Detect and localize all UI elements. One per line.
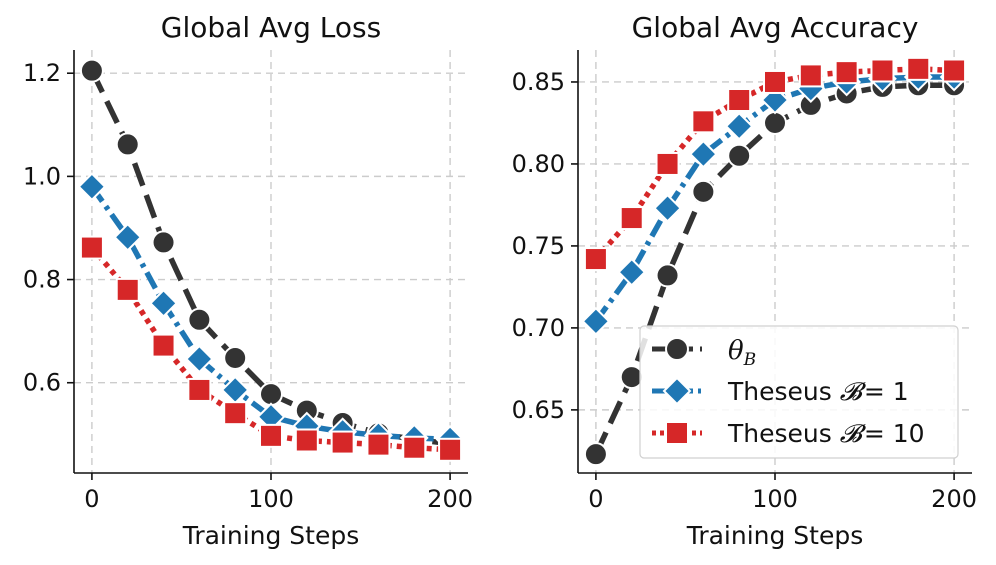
loss-series-1 (77, 172, 465, 454)
accuracy-series-0-point-4 (727, 143, 752, 168)
loss-series-1-point-1 (113, 222, 143, 252)
loss-series-2-point-3 (187, 377, 212, 402)
legend-entry-theta: θB (652, 336, 756, 370)
loss-series (77, 58, 465, 462)
legend-entry-theseus-1: Theseus 𝓑= 1 (652, 376, 909, 406)
accuracy-series-0-point-5 (763, 110, 787, 135)
legend-marker-square (665, 421, 689, 445)
accuracy-series-2-point-4 (727, 88, 752, 113)
loss-series-0-point-3 (187, 307, 212, 332)
loss-series-2-point-4 (223, 401, 248, 426)
loss-series-2 (79, 235, 463, 462)
accuracy-y-tick-label-0.70: 0.70 (512, 314, 565, 342)
loss-series-2-point-9 (402, 435, 427, 460)
accuracy-x-tick-label-200: 200 (931, 485, 977, 513)
loss-x-tick-label-100: 100 (248, 485, 294, 513)
loss-series-0-point-4 (223, 345, 248, 370)
loss-series-2-point-10 (438, 437, 463, 462)
loss-series-2-point-8 (366, 432, 391, 457)
legend-equals-10: = 10 (864, 419, 925, 448)
loss-series-2-point-0 (79, 235, 104, 260)
loss-y-tick-label-0.8: 0.8 (23, 266, 61, 294)
accuracy-series-0-point-0 (583, 442, 608, 467)
accuracy-series (581, 56, 969, 467)
loss-series-2-point-7 (330, 430, 355, 455)
loss-series-0-point-1 (115, 132, 140, 157)
accuracy-series-2-point-6 (798, 63, 823, 88)
legend-theta-subscript: B (743, 350, 757, 370)
legend-theseus-word-10: Theseus (727, 419, 832, 448)
accuracy-series-2-point-5 (763, 69, 787, 94)
accuracy-series-2-point-3 (691, 109, 716, 134)
legend-theta-symbol: θ (728, 336, 744, 366)
accuracy-series-1-point-4 (724, 111, 754, 141)
loss-axes: 0 100 200 0.6 0.8 1.0 1.2 (23, 50, 473, 513)
loss-series-2-point-6 (294, 428, 319, 453)
accuracy-chart-title: Global Avg Accuracy (632, 11, 919, 44)
accuracy-series-2-point-1 (619, 206, 644, 231)
accuracy-series-0 (583, 73, 967, 467)
loss-series-0-point-5 (259, 382, 283, 407)
legend: θB Theseus 𝓑= 1 Theseus 𝓑= 10 (639, 325, 959, 459)
loss-series-0-point-2 (151, 230, 176, 255)
accuracy-series-2-point-7 (834, 60, 859, 85)
legend-entry-theseus-10: Theseus 𝓑= 10 (652, 419, 925, 448)
accuracy-series-1-point-0 (581, 306, 611, 336)
loss-panel: Global Avg Loss 0 100 200 0.6 0.8 1.0 1.2 Trai… (23, 11, 473, 550)
loss-chart-title: Global Avg Loss (161, 11, 381, 44)
loss-series-2-point-2 (151, 333, 176, 358)
accuracy-x-axis-label: Training Steps (686, 521, 864, 550)
accuracy-panel: Global Avg Accuracy 0 100 2000.650.700.750… (512, 11, 977, 550)
accuracy-series-2-point-9 (906, 56, 931, 81)
loss-y-tick-label-1.2: 1.2 (23, 59, 61, 87)
loss-series-1-point-3 (184, 344, 214, 374)
accuracy-y-tick-label-0.65: 0.65 (512, 396, 565, 424)
accuracy-y-tick-label-0.80: 0.80 (512, 150, 565, 178)
loss-y-tick-label-1.0: 1.0 (23, 162, 61, 190)
accuracy-y-tick-label-0.75: 0.75 (512, 232, 565, 260)
legend-label-theseus-1: Theseus 𝓑= 1 (727, 377, 909, 406)
legend-marker-circle (665, 337, 689, 361)
accuracy-series-1-point-2 (653, 193, 682, 223)
accuracy-series-2 (583, 56, 967, 272)
loss-x-axis-label: Training Steps (182, 521, 360, 550)
loss-series-2-point-5 (259, 423, 283, 448)
legend-box (639, 325, 959, 459)
legend-label-theta: θB (728, 336, 756, 370)
accuracy-series-2-point-8 (870, 58, 895, 83)
legend-marker-diamond (662, 376, 692, 406)
loss-series-2-point-1 (115, 277, 140, 302)
loss-x-tick-label-0: 0 (84, 485, 99, 513)
accuracy-y-tick-label-0.85: 0.85 (512, 68, 565, 96)
legend-label-theseus-10: Theseus 𝓑= 10 (727, 419, 925, 448)
accuracy-series-1-point-3 (688, 139, 718, 169)
loss-series-1-point-2 (149, 288, 178, 318)
loss-y-tick-label-0.6: 0.6 (23, 369, 61, 397)
loss-series-0-point-0 (79, 58, 104, 83)
legend-theseus-word-1: Theseus (727, 377, 832, 406)
legend-equals-1: = 1 (864, 377, 909, 406)
accuracy-series-0-point-2 (655, 263, 680, 288)
accuracy-series-2-point-10 (942, 58, 967, 83)
loss-x-tick-label-200: 200 (427, 485, 473, 513)
accuracy-series-2-point-2 (655, 151, 680, 176)
accuracy-series-0-point-3 (691, 179, 716, 204)
loss-series-1-point-0 (77, 172, 107, 202)
accuracy-series-2-point-0 (583, 247, 608, 272)
accuracy-series-1-point-1 (617, 257, 647, 287)
accuracy-axes: 0 100 200 0.65 0.70 0.75 0.80 0.85 (512, 50, 977, 513)
accuracy-x-tick-label-100: 100 (752, 485, 798, 513)
accuracy-x-tick-label-0: 0 (588, 485, 603, 513)
